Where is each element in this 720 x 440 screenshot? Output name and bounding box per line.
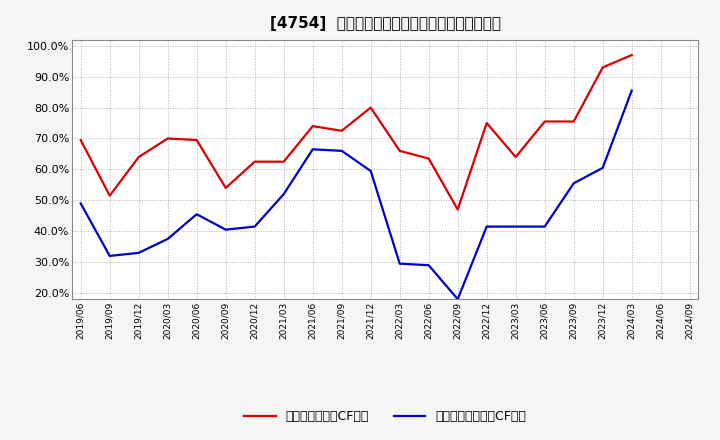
有利子負債フリーCF比率: [424, 263, 433, 268]
有利子負債営業CF比率: [366, 105, 375, 110]
有利子負債営業CF比率: [454, 207, 462, 212]
有利子負債フリーCF比率: [135, 250, 143, 256]
有利子負債フリーCF比率: [163, 236, 172, 242]
有利子負債営業CF比率: [135, 154, 143, 160]
有利子負債営業CF比率: [279, 159, 288, 164]
有利子負債営業CF比率: [511, 154, 520, 160]
有利子負債営業CF比率: [163, 136, 172, 141]
有利子負債営業CF比率: [308, 124, 317, 129]
有利子負債営業CF比率: [192, 137, 201, 143]
有利子負債フリーCF比率: [627, 88, 636, 93]
有利子負債フリーCF比率: [76, 201, 85, 206]
有利子負債フリーCF比率: [541, 224, 549, 229]
有利子負債フリーCF比率: [251, 224, 259, 229]
有利子負債営業CF比率: [338, 128, 346, 133]
Line: 有利子負債営業CF比率: 有利子負債営業CF比率: [81, 55, 631, 209]
有利子負債フリーCF比率: [366, 169, 375, 174]
有利子負債フリーCF比率: [454, 297, 462, 302]
Title: [4754]  有利子負債キャッシュフロー比率の推移: [4754] 有利子負債キャッシュフロー比率の推移: [270, 16, 500, 32]
有利子負債営業CF比率: [627, 52, 636, 58]
有利子負債営業CF比率: [76, 137, 85, 143]
有利子負債フリーCF比率: [511, 224, 520, 229]
有利子負債フリーCF比率: [338, 148, 346, 154]
有利子負債営業CF比率: [541, 119, 549, 124]
有利子負債フリーCF比率: [308, 147, 317, 152]
Line: 有利子負債フリーCF比率: 有利子負債フリーCF比率: [81, 91, 631, 299]
有利子負債フリーCF比率: [482, 224, 491, 229]
有利子負債フリーCF比率: [105, 253, 114, 259]
有利子負債フリーCF比率: [221, 227, 230, 232]
有利子負債営業CF比率: [105, 193, 114, 198]
有利子負債営業CF比率: [221, 185, 230, 191]
有利子負債営業CF比率: [251, 159, 259, 164]
有利子負債営業CF比率: [570, 119, 578, 124]
有利子負債営業CF比率: [424, 156, 433, 161]
有利子負債営業CF比率: [598, 65, 607, 70]
有利子負債フリーCF比率: [279, 191, 288, 197]
有利子負債営業CF比率: [395, 148, 404, 154]
有利子負債営業CF比率: [482, 121, 491, 126]
Legend: 有利子負債営業CF比率, 有利子負債フリーCF比率: 有利子負債営業CF比率, 有利子負債フリーCF比率: [239, 405, 531, 428]
有利子負債フリーCF比率: [598, 165, 607, 170]
有利子負債フリーCF比率: [192, 212, 201, 217]
有利子負債フリーCF比率: [395, 261, 404, 266]
有利子負債フリーCF比率: [570, 181, 578, 186]
